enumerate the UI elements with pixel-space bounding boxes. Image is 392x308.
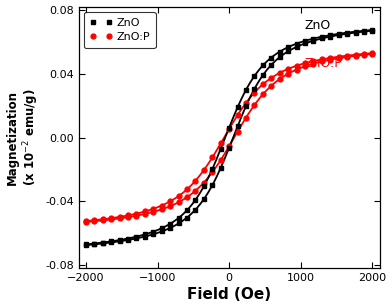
ZnO	[168, 226, 172, 230]
ZnO	[286, 50, 290, 53]
ZnO:P	[126, 215, 131, 219]
ZnO:P	[319, 60, 324, 63]
ZnO	[193, 208, 198, 212]
ZnO	[319, 37, 324, 40]
ZnO	[353, 31, 358, 34]
ZnO:P	[328, 58, 333, 62]
ZnO:P	[353, 54, 358, 58]
ZnO:P	[109, 218, 114, 221]
ZnO:P	[345, 55, 350, 59]
ZnO:P	[370, 52, 375, 56]
ZnO:P	[193, 189, 198, 192]
Line: ZnO: ZnO	[83, 28, 375, 247]
ZnO	[151, 233, 156, 236]
ZnO	[143, 235, 147, 238]
Text: ZnO: ZnO	[305, 19, 330, 32]
ZnO	[218, 166, 223, 170]
ZnO	[345, 32, 350, 35]
ZnO	[227, 146, 232, 149]
ZnO:P	[294, 68, 299, 71]
ZnO:P	[168, 204, 172, 208]
ZnO:P	[92, 219, 97, 223]
ZnO	[185, 216, 189, 219]
ZnO	[362, 30, 367, 33]
ZnO	[109, 241, 114, 244]
Text: ZnO:P: ZnO:P	[305, 57, 342, 70]
ZnO:P	[278, 77, 282, 81]
ZnO:P	[336, 56, 341, 60]
ZnO:P	[227, 144, 232, 148]
ZnO	[126, 238, 131, 242]
ZnO	[100, 241, 105, 245]
ZnO	[336, 33, 341, 37]
ZnO:P	[252, 103, 257, 107]
ZnO	[134, 237, 139, 240]
ZnO	[244, 104, 249, 108]
ZnO:P	[286, 72, 290, 75]
ZnO:P	[311, 62, 316, 66]
ZnO:P	[201, 181, 206, 184]
ZnO:P	[269, 84, 274, 87]
ZnO:P	[100, 219, 105, 222]
ZnO	[261, 73, 265, 77]
Line: ZnO:P: ZnO:P	[83, 51, 375, 225]
ZnO:P	[261, 92, 265, 96]
ZnO:P	[160, 208, 164, 211]
ZnO	[252, 87, 257, 91]
ZnO:P	[210, 170, 215, 174]
ZnO	[201, 197, 206, 201]
ZnO:P	[176, 201, 181, 204]
X-axis label: Field (Oe): Field (Oe)	[187, 287, 271, 302]
ZnO:P	[303, 64, 307, 68]
ZnO:P	[235, 130, 240, 133]
ZnO	[370, 29, 375, 33]
ZnO:P	[244, 116, 249, 120]
ZnO	[210, 183, 215, 187]
ZnO:P	[117, 217, 122, 220]
ZnO	[278, 55, 282, 59]
ZnO:P	[185, 195, 189, 199]
ZnO:P	[134, 214, 139, 217]
ZnO:P	[83, 220, 88, 224]
ZnO:P	[151, 210, 156, 214]
ZnO:P	[218, 158, 223, 162]
ZnO	[83, 243, 88, 247]
ZnO	[92, 242, 97, 246]
ZnO	[269, 63, 274, 67]
ZnO:P	[143, 212, 147, 216]
ZnO	[235, 124, 240, 128]
ZnO	[311, 39, 316, 43]
ZnO	[294, 45, 299, 49]
ZnO	[117, 239, 122, 243]
Legend: ZnO, ZnO:P: ZnO, ZnO:P	[84, 12, 156, 48]
ZnO	[176, 221, 181, 225]
ZnO	[303, 42, 307, 45]
ZnO:P	[362, 53, 367, 57]
ZnO	[160, 229, 164, 233]
ZnO	[328, 35, 333, 38]
Y-axis label: Magnetization
(x 10$^{-2}$ emu/g): Magnetization (x 10$^{-2}$ emu/g)	[5, 89, 41, 186]
